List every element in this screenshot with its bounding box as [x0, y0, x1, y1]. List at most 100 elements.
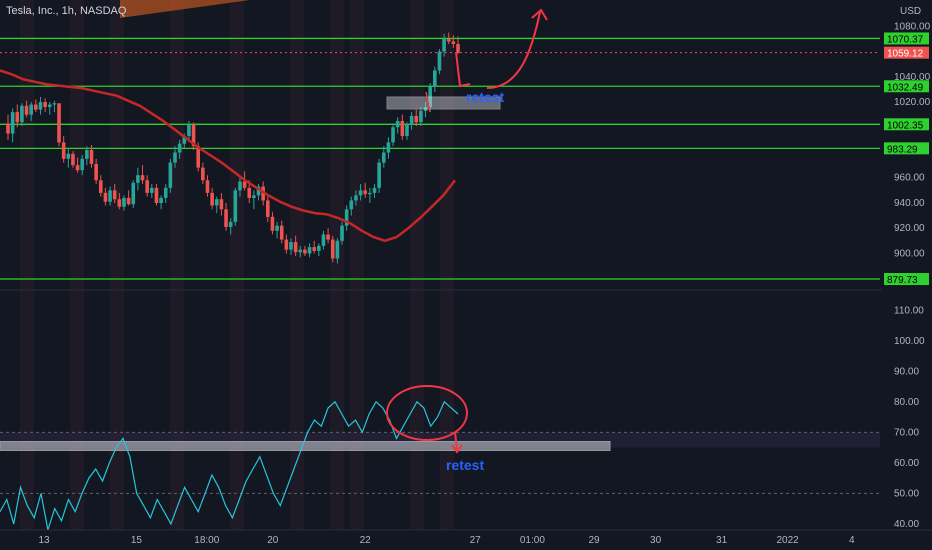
- price-tick-label: 920.00: [894, 223, 925, 234]
- candle: [395, 117, 400, 134]
- candle-body: [349, 200, 354, 210]
- candle-body: [191, 124, 196, 147]
- session-band: [290, 0, 304, 530]
- candle-body: [437, 51, 442, 71]
- session-band: [410, 0, 424, 530]
- candle: [414, 109, 419, 126]
- candles: [6, 32, 460, 264]
- candle-body: [381, 152, 386, 163]
- price-tick-label: 1040.00: [894, 72, 931, 83]
- session-band: [110, 0, 124, 530]
- candle: [205, 175, 210, 197]
- time-tick-label: 27: [470, 535, 482, 546]
- candle-body: [94, 163, 98, 181]
- candle: [349, 196, 354, 216]
- candle-body: [289, 242, 293, 250]
- session-band: [70, 0, 84, 530]
- level-tag: 1032.49: [884, 80, 929, 93]
- candle: [71, 151, 75, 168]
- candle-body: [75, 165, 80, 171]
- candle-body: [117, 199, 122, 207]
- candle: [219, 192, 224, 216]
- time-tick-label: 4: [849, 535, 855, 546]
- candle: [108, 186, 112, 206]
- currency-label: USD: [900, 6, 921, 17]
- candle-body: [414, 115, 419, 123]
- level-tag-bg: [884, 32, 929, 45]
- candle-body: [391, 127, 395, 143]
- candle-body: [317, 245, 321, 251]
- candle: [154, 184, 159, 206]
- candle-body: [372, 187, 377, 193]
- candle-body: [126, 197, 131, 205]
- candle-body: [247, 187, 252, 198]
- candle-body: [52, 103, 57, 105]
- rsi-arrow: [451, 431, 463, 454]
- candle-body: [140, 175, 145, 181]
- candle: [409, 112, 414, 130]
- candle: [159, 195, 163, 210]
- chart-title: Tesla, Inc., 1h, NASDAQ: [6, 5, 127, 17]
- candle: [210, 187, 214, 210]
- candle-body: [182, 136, 187, 144]
- candle-body: [321, 234, 326, 246]
- time-tick-label: 18:00: [194, 535, 219, 546]
- candle-body: [61, 142, 66, 159]
- candle-body: [442, 38, 446, 52]
- candle: [140, 165, 145, 185]
- candle-body: [354, 195, 358, 201]
- candle: [423, 102, 428, 118]
- candle-body: [15, 112, 20, 123]
- candle-body: [98, 180, 103, 193]
- candle: [20, 103, 24, 126]
- candle-body: [159, 197, 163, 203]
- level-tag-label: 1032.49: [887, 82, 924, 93]
- candle: [47, 102, 52, 115]
- candle: [326, 228, 330, 244]
- time-tick-label: 01:00: [520, 535, 545, 546]
- time-tick-label: 22: [360, 535, 372, 546]
- candle: [317, 243, 321, 256]
- level-tag-label: 1070.37: [887, 34, 924, 45]
- candle-body: [238, 181, 242, 191]
- retest-label: retest: [466, 89, 504, 105]
- rsi-tick-label: 90.00: [894, 366, 919, 377]
- candle-body: [335, 240, 340, 259]
- shaded-wedge: [120, 0, 250, 18]
- price-tick-label: 1080.00: [894, 21, 931, 32]
- candle-body: [270, 216, 275, 231]
- candle: [10, 108, 15, 143]
- candle: [256, 184, 261, 201]
- candle-body: [154, 187, 159, 203]
- candle: [391, 123, 395, 147]
- candle: [238, 177, 242, 197]
- level-tag-bg: [884, 273, 929, 286]
- candle: [57, 103, 61, 147]
- candle: [34, 99, 38, 113]
- candle: [85, 146, 89, 166]
- candle: [368, 187, 372, 203]
- candle-body: [205, 180, 210, 193]
- candle-body: [252, 195, 256, 198]
- candle-body: [298, 249, 303, 253]
- candle-body: [433, 70, 437, 87]
- candle-body: [177, 143, 182, 153]
- current-price-label: 1059.12: [887, 49, 924, 60]
- candle-body: [89, 149, 94, 164]
- candle: [428, 83, 432, 113]
- candle: [80, 155, 85, 176]
- candle: [377, 158, 381, 193]
- candle: [228, 218, 233, 235]
- candle: [321, 230, 326, 250]
- candle-body: [363, 190, 368, 195]
- candle: [117, 192, 122, 210]
- retest-arrow: [425, 91, 431, 113]
- candle: [233, 187, 238, 226]
- candle: [386, 137, 391, 159]
- candle: [358, 184, 363, 201]
- candle-body: [210, 192, 214, 206]
- candle-body: [400, 120, 405, 137]
- candle: [98, 175, 103, 197]
